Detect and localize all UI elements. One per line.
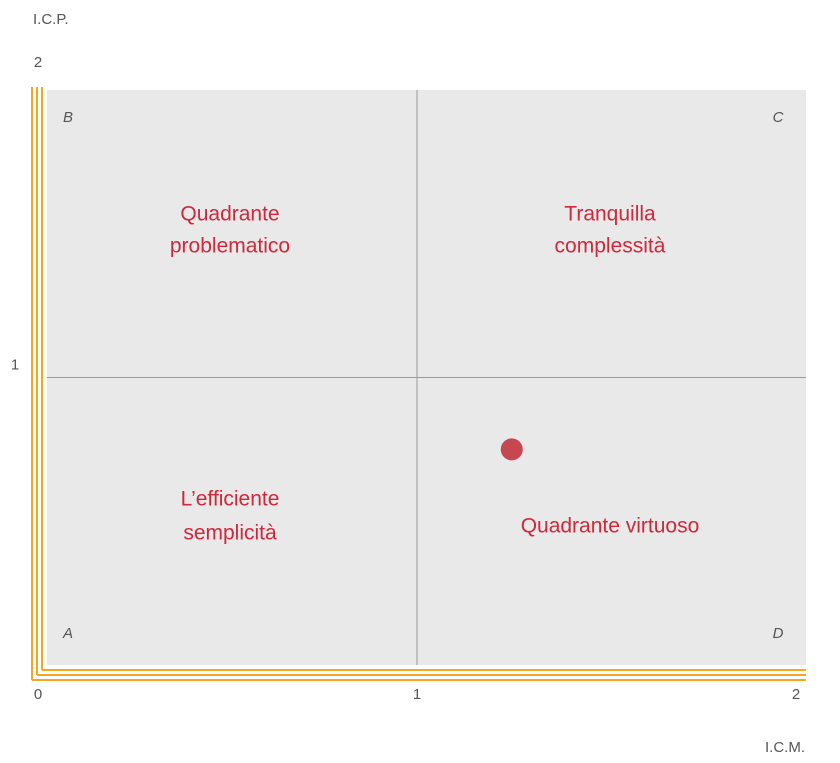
quadrant-label: Quadrante <box>180 203 279 226</box>
quadrant-letter: B <box>63 109 73 126</box>
quadrant-label: semplicità <box>183 522 277 545</box>
data-point <box>500 438 523 461</box>
y-tick-label: 1 <box>11 356 19 373</box>
quadrant-label: problematico <box>170 235 290 258</box>
quadrant-label: Quadrante virtuoso <box>521 515 700 538</box>
x-tick-label: 2 <box>792 686 800 703</box>
x-tick-label: 0 <box>34 686 42 703</box>
quadrant-label: complessità <box>555 235 666 258</box>
quadrant-letter: D <box>773 625 784 642</box>
quadrant-letter: A <box>62 625 73 642</box>
x-tick-label: 1 <box>413 686 421 703</box>
x-axis-label: I.C.M. <box>765 739 805 756</box>
quadrant-letter: C <box>773 109 784 126</box>
quadrant-label: Tranquilla <box>564 203 656 226</box>
y-axis-label: I.C.P. <box>33 11 69 28</box>
axis-lines <box>31 87 806 681</box>
quadrant-label: L’efficiente <box>181 488 280 511</box>
y-tick-label: 2 <box>34 54 42 71</box>
